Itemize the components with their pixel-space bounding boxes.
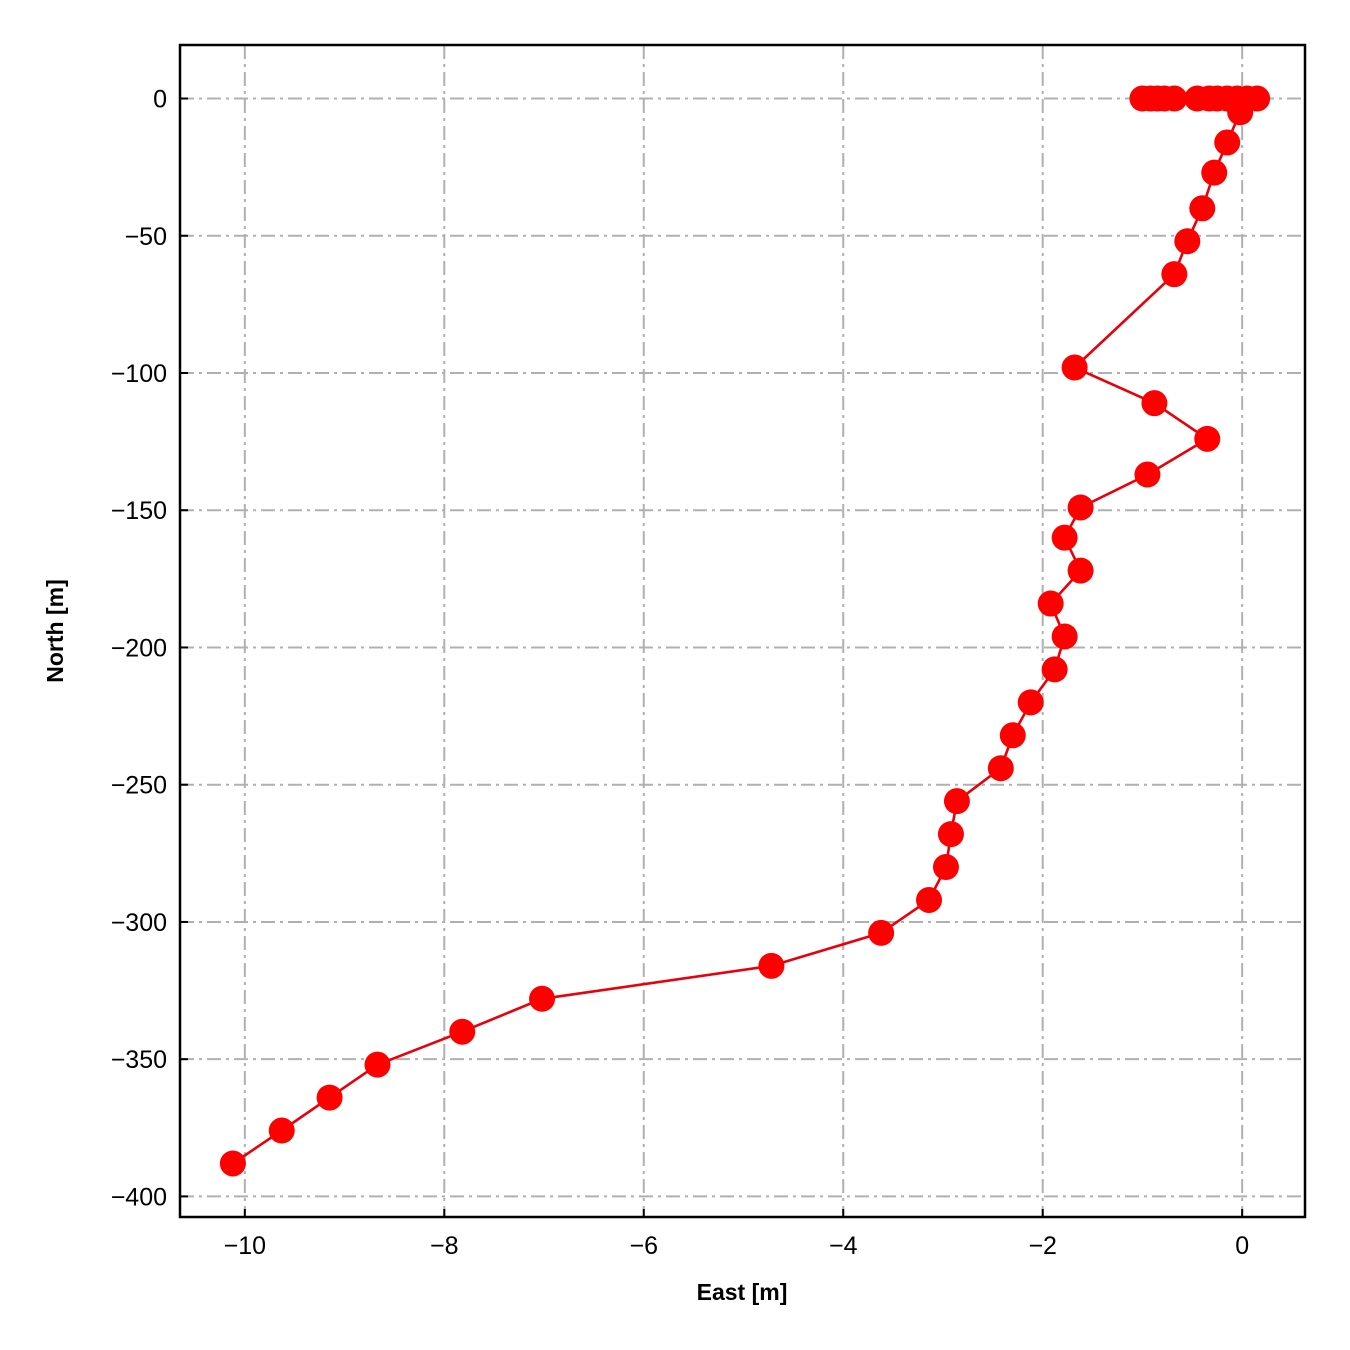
- series-layer: [219, 85, 1271, 1177]
- x-tick-label: −10: [224, 1232, 266, 1260]
- data-point: [1017, 689, 1044, 716]
- grid: [180, 45, 1305, 1217]
- x-tick-label: −8: [430, 1232, 459, 1260]
- data-point: [316, 1084, 343, 1111]
- y-tick-label: −200: [111, 634, 167, 662]
- data-point: [1227, 99, 1254, 126]
- data-point: [1067, 494, 1094, 521]
- y-tick-label: −250: [111, 772, 167, 800]
- data-point: [1174, 228, 1201, 255]
- y-tick-label: −400: [111, 1183, 167, 1211]
- data-point: [1161, 261, 1188, 288]
- plot-frame: [178, 43, 1307, 1219]
- data-point: [943, 788, 970, 815]
- data-point: [758, 952, 785, 979]
- y-axis-label: North [m]: [42, 579, 68, 682]
- data-point: [1201, 159, 1228, 186]
- y-tick-label: −50: [125, 223, 167, 251]
- data-point: [1061, 354, 1088, 381]
- data-point: [932, 854, 959, 881]
- data-point: [1067, 557, 1094, 584]
- data-point: [916, 886, 943, 913]
- data-point: [1037, 590, 1064, 617]
- data-point: [1141, 390, 1168, 417]
- data-point: [268, 1117, 295, 1144]
- x-tick-label: −2: [1028, 1232, 1057, 1260]
- data-point: [1134, 461, 1161, 488]
- data-point: [987, 755, 1014, 782]
- y-tick-label: 0: [153, 86, 167, 114]
- data-point: [868, 919, 895, 946]
- y-tick-label: −300: [111, 909, 167, 937]
- data-point: [1161, 85, 1188, 112]
- data-point: [219, 1150, 246, 1177]
- x-tick-label: 0: [1235, 1232, 1249, 1260]
- data-point: [1189, 195, 1216, 222]
- data-point: [999, 722, 1026, 749]
- data-point: [364, 1051, 391, 1078]
- x-tick-label: −4: [829, 1232, 858, 1260]
- data-point: [937, 821, 964, 848]
- data-point: [1041, 656, 1068, 683]
- data-point: [529, 985, 556, 1012]
- y-tick-label: −350: [111, 1046, 167, 1074]
- data-point: [449, 1018, 476, 1045]
- y-tick-label: −100: [111, 360, 167, 388]
- y-tick-label: −150: [111, 497, 167, 525]
- data-point: [1194, 425, 1221, 452]
- data-point: [1051, 623, 1078, 650]
- axis-ticks: −10 −8 −6 −4 −2 00−50−100−150−200−250−300−350…: [111, 86, 1249, 1260]
- x-tick-label: −6: [630, 1232, 659, 1260]
- data-point: [1214, 129, 1241, 156]
- data-point: [1051, 524, 1078, 551]
- x-axis-label: East [m]: [697, 1279, 788, 1305]
